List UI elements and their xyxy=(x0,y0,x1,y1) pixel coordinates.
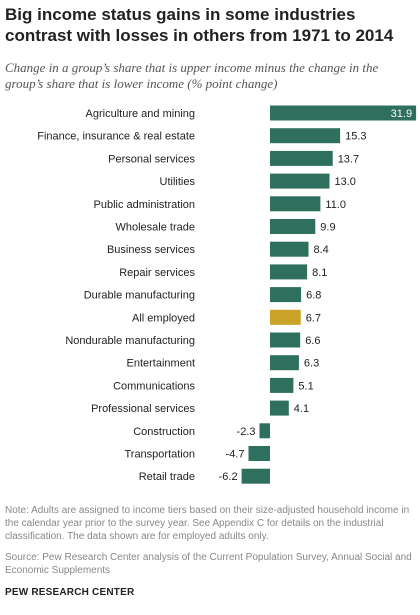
chart-note: Note: Adults are assigned to income tier… xyxy=(5,505,410,542)
category-label-personal-services: Personal services xyxy=(108,153,195,165)
category-label-public-administration: Public administration xyxy=(94,199,196,211)
bar-construction xyxy=(259,423,270,439)
value-label-construction: -2.3 xyxy=(237,426,256,438)
value-label-repair-services: 8.1 xyxy=(312,267,327,279)
category-label-agriculture-and-mining: Agriculture and mining xyxy=(86,108,195,120)
value-label-agriculture-and-mining: 31.9 xyxy=(391,108,412,120)
bar-finance-insurance-real-estate xyxy=(270,128,341,144)
bar-wholesale-trade xyxy=(270,219,316,234)
bar-personal-services xyxy=(270,150,333,166)
category-label-entertainment: Entertainment xyxy=(127,358,195,370)
bar-retail-trade xyxy=(241,468,270,484)
category-label-nondurable-manufacturing: Nondurable manufacturing xyxy=(65,335,195,347)
bar-entertainment xyxy=(270,355,299,371)
category-label-durable-manufacturing: Durable manufacturing xyxy=(84,290,195,302)
value-label-public-administration: 11.0 xyxy=(325,199,346,211)
value-label-professional-services: 4.1 xyxy=(294,403,309,415)
value-label-communications: 5.1 xyxy=(298,380,313,392)
value-label-entertainment: 6.3 xyxy=(304,358,319,370)
bar-agriculture-and-mining xyxy=(270,105,417,121)
chart-title: Big income status gains in some industri… xyxy=(5,5,394,45)
bar-business-services xyxy=(270,241,309,257)
value-label-finance-insurance-real-estate: 15.3 xyxy=(345,131,366,143)
category-label-retail-trade: Retail trade xyxy=(139,471,195,483)
value-label-retail-trade: -6.2 xyxy=(219,471,238,483)
value-label-nondurable-manufacturing: 6.6 xyxy=(305,335,320,347)
bar-public-administration xyxy=(270,196,321,212)
category-label-finance-insurance-real-estate: Finance, insurance & real estate xyxy=(37,131,195,143)
value-label-transportation: -4.7 xyxy=(226,449,245,461)
value-label-durable-manufacturing: 6.8 xyxy=(306,290,321,302)
category-label-construction: Construction xyxy=(133,426,195,438)
category-label-repair-services: Repair services xyxy=(119,267,195,279)
bar-nondurable-manufacturing xyxy=(270,332,301,348)
chart-subtitle: Change in a group’s share that is upper … xyxy=(5,60,379,91)
bar-durable-manufacturing xyxy=(270,287,302,303)
value-label-personal-services: 13.7 xyxy=(338,153,359,165)
category-label-utilities: Utilities xyxy=(160,176,196,188)
value-label-all-employed: 6.7 xyxy=(306,312,321,324)
bar-chart: Agriculture and mining 31.9 Finance, insur… xyxy=(37,105,417,484)
chart-source: Source: Pew Research Center analysis of … xyxy=(5,552,412,576)
bar-professional-services xyxy=(270,400,289,416)
value-label-wholesale-trade: 9.9 xyxy=(320,222,335,234)
bar-communications xyxy=(270,377,294,393)
value-label-business-services: 8.4 xyxy=(314,244,329,256)
category-label-wholesale-trade: Wholesale trade xyxy=(116,222,196,234)
category-label-all-employed: All employed xyxy=(132,312,195,324)
category-label-business-services: Business services xyxy=(107,244,196,256)
value-label-utilities: 13.0 xyxy=(335,176,356,188)
category-label-professional-services: Professional services xyxy=(91,403,195,415)
category-label-transportation: Transportation xyxy=(124,449,195,461)
category-label-communications: Communications xyxy=(113,380,195,392)
bar-repair-services xyxy=(270,264,308,280)
bar-utilities xyxy=(270,173,330,189)
bar-all-employed xyxy=(270,309,301,325)
bar-transportation xyxy=(248,446,270,461)
credit-line: PEW RESEARCH CENTER xyxy=(5,587,135,598)
